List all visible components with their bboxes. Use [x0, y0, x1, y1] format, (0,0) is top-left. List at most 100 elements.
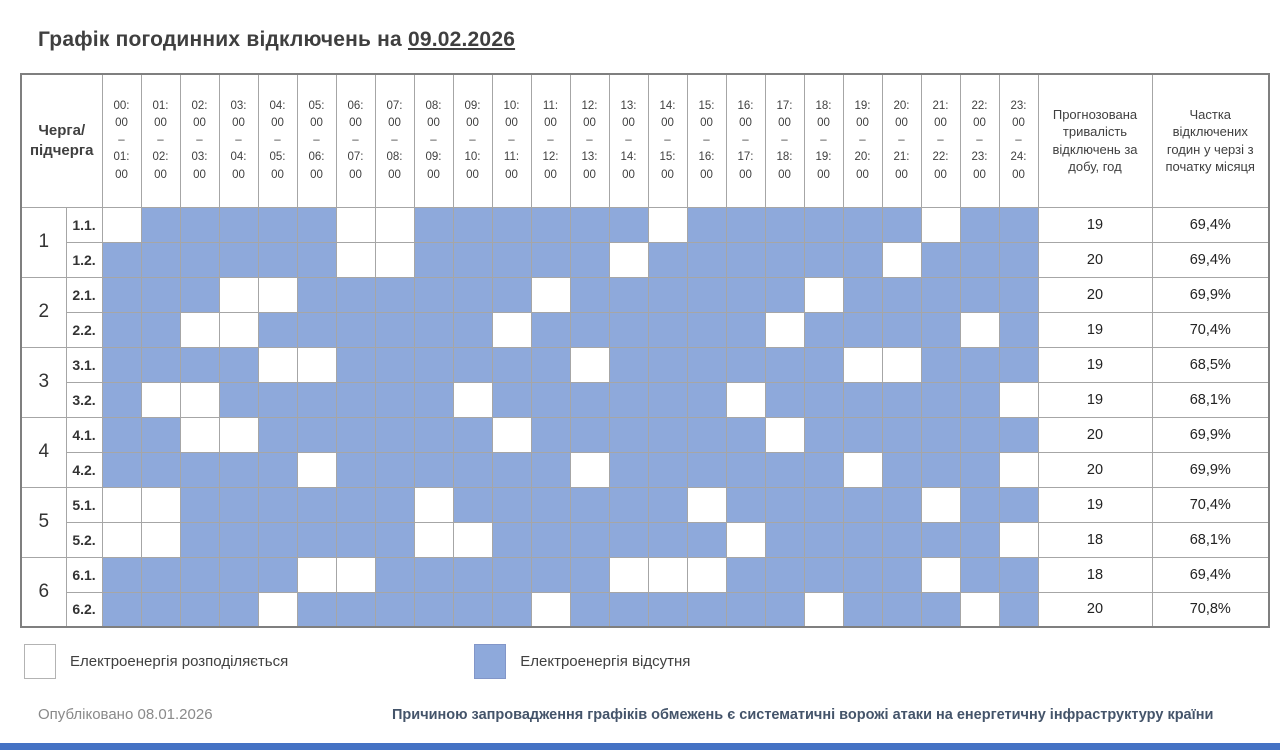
power-off-cell — [686, 381, 727, 418]
schedule-row: 2 2.1. 20 69,9% — [20, 276, 1270, 348]
power-off-cell — [842, 381, 883, 418]
power-off-cell — [296, 486, 337, 523]
power-off-cell — [179, 276, 220, 313]
duration-value: 20 — [1037, 276, 1153, 313]
power-on-cell — [101, 521, 142, 558]
duration-value: 18 — [1037, 521, 1153, 558]
power-off-cell — [569, 311, 610, 348]
power-off-cell — [374, 486, 415, 523]
power-off-cell — [335, 416, 376, 453]
legend: Електроенергія розподіляється Електроене… — [24, 644, 690, 679]
power-on-cell — [569, 346, 610, 383]
duration-value: 20 — [1037, 591, 1153, 628]
power-off-cell — [218, 241, 259, 278]
power-on-cell — [530, 591, 571, 628]
power-off-cell — [569, 276, 610, 313]
power-off-cell — [998, 556, 1039, 593]
subqueue-label: 2.1. — [65, 276, 103, 313]
share-value: 69,4% — [1151, 206, 1270, 243]
power-off-cell — [491, 451, 532, 488]
power-off-cell — [959, 241, 1000, 278]
duration-value: 19 — [1037, 346, 1153, 383]
power-off-cell — [803, 556, 844, 593]
power-on-cell — [257, 591, 298, 628]
power-on-cell — [803, 276, 844, 313]
power-off-cell — [686, 591, 727, 628]
power-off-cell — [491, 381, 532, 418]
share-value: 69,9% — [1151, 451, 1270, 488]
power-off-cell — [764, 451, 805, 488]
subqueue-label: 5.1. — [65, 486, 103, 523]
power-off-cell — [101, 556, 142, 593]
power-on-cell — [374, 241, 415, 278]
power-off-cell — [608, 206, 649, 243]
power-off-cell — [179, 521, 220, 558]
duration-value: 19 — [1037, 381, 1153, 418]
schedule-row: 5 5.1. 19 70,4% — [20, 486, 1270, 558]
power-off-cell — [413, 276, 454, 313]
power-off-cell — [569, 416, 610, 453]
power-on-cell — [881, 346, 922, 383]
power-off-cell — [296, 311, 337, 348]
power-off-cell — [452, 416, 493, 453]
power-off-cell — [842, 591, 883, 628]
hour-header: 18: 00 – 19: 00 — [803, 73, 844, 208]
power-off-cell — [998, 416, 1039, 453]
schedule-header-row: Черга/ підчерга 00: 00 – 01: 00 01: 00 – 0… — [20, 73, 1270, 208]
power-off-cell — [335, 381, 376, 418]
power-on-cell — [920, 206, 961, 243]
power-off-cell — [920, 451, 961, 488]
power-off-cell — [725, 591, 766, 628]
power-off-cell — [296, 381, 337, 418]
power-off-cell — [647, 346, 688, 383]
power-on-cell — [413, 486, 454, 523]
power-off-cell — [998, 311, 1039, 348]
power-off-cell — [764, 591, 805, 628]
corner-header: Черга/ підчерга — [20, 73, 103, 208]
power-on-cell — [140, 381, 181, 418]
subqueue-label: 1.1. — [65, 206, 103, 243]
duration-value: 18 — [1037, 556, 1153, 593]
hour-header: 04: 00 – 05: 00 — [257, 73, 298, 208]
power-on-cell — [179, 311, 220, 348]
power-off-cell — [452, 591, 493, 628]
power-off-cell — [608, 276, 649, 313]
power-off-cell — [491, 241, 532, 278]
power-off-cell — [998, 486, 1039, 523]
power-on-cell — [257, 346, 298, 383]
power-off-cell — [179, 556, 220, 593]
power-off-cell — [296, 276, 337, 313]
duration-value: 20 — [1037, 241, 1153, 278]
power-off-cell — [374, 276, 415, 313]
subqueue-label: 3.1. — [65, 346, 103, 383]
power-off-cell — [530, 416, 571, 453]
power-off-cell — [530, 451, 571, 488]
power-on-swatch — [24, 644, 56, 679]
hour-header: 05: 00 – 06: 00 — [296, 73, 337, 208]
power-off-cell — [452, 346, 493, 383]
power-on-cell — [998, 451, 1039, 488]
power-off-cell — [179, 206, 220, 243]
power-on-cell — [959, 311, 1000, 348]
reason-text: Причиною запровадження графіків обмежень… — [392, 707, 1214, 723]
queue-number: 4 — [20, 416, 67, 488]
power-off-cell — [842, 206, 883, 243]
share-value: 69,4% — [1151, 556, 1270, 593]
power-off-cell — [413, 416, 454, 453]
power-off-cell — [101, 591, 142, 628]
power-off-cell — [296, 591, 337, 628]
power-off-cell — [491, 591, 532, 628]
power-off-cell — [881, 381, 922, 418]
power-off-cell — [374, 451, 415, 488]
power-off-cell — [257, 381, 298, 418]
power-on-cell — [725, 521, 766, 558]
power-off-cell — [725, 241, 766, 278]
power-off-cell — [257, 521, 298, 558]
power-off-cell — [959, 206, 1000, 243]
power-off-cell — [725, 311, 766, 348]
power-off-cell — [608, 521, 649, 558]
power-off-cell — [803, 206, 844, 243]
power-on-cell — [608, 241, 649, 278]
queue-number: 3 — [20, 346, 67, 418]
hour-header: 12: 00 – 13: 00 — [569, 73, 610, 208]
